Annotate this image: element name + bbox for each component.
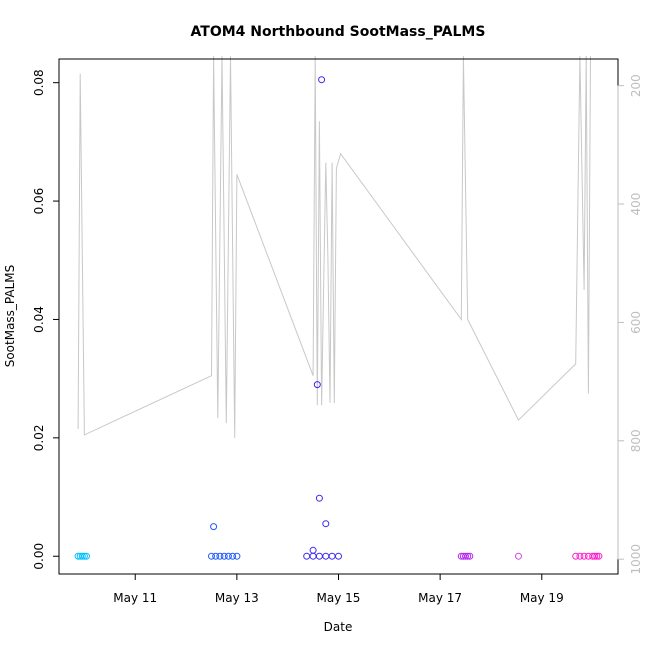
data-point <box>229 552 237 560</box>
altitude-line <box>77 55 591 438</box>
data-point <box>315 494 323 502</box>
data-point <box>224 552 232 560</box>
data-point <box>515 552 522 560</box>
data-point <box>309 552 317 560</box>
data-point <box>595 552 603 560</box>
altitude-line-layer <box>77 55 591 438</box>
x-tick-label: May 15 <box>317 591 361 605</box>
y-tick-label: 0.02 <box>32 424 46 451</box>
data-point <box>220 552 228 560</box>
data-point <box>593 552 601 560</box>
y-axis-right: 200 400 600 800 1000 <box>617 74 643 575</box>
x-tick-label: May 17 <box>418 591 462 605</box>
y2-tick-label: 200 <box>629 74 643 97</box>
y2-tick-label: 400 <box>629 193 643 216</box>
x-tick-label: May 11 <box>113 591 157 605</box>
data-point <box>466 552 474 560</box>
data-point <box>309 546 317 554</box>
x-axis-label: Date <box>324 620 353 634</box>
plot-frame <box>58 58 619 575</box>
data-point <box>80 552 88 560</box>
y2-tick-label: 600 <box>629 311 643 334</box>
data-point <box>576 552 584 560</box>
data-points-layer <box>74 76 603 560</box>
y-tick-label: 0.00 <box>32 543 46 570</box>
data-point <box>328 552 336 560</box>
y2-tick-label: 1000 <box>629 544 643 575</box>
chart-title: ATOM4 Northbound SootMass_PALMS <box>191 24 486 40</box>
data-point <box>303 552 311 560</box>
data-point <box>335 552 342 560</box>
data-point <box>464 552 472 560</box>
data-point <box>210 523 218 531</box>
y-axis-left: 0.00 0.02 0.04 0.06 0.08 <box>32 69 60 570</box>
data-point <box>322 520 330 528</box>
y-axis-label: SootMass_PALMS <box>3 265 17 368</box>
y-tick-label: 0.06 <box>32 188 46 215</box>
data-point <box>322 552 330 560</box>
data-point <box>83 552 90 560</box>
data-point <box>313 381 321 389</box>
y-tick-label: 0.08 <box>32 69 46 96</box>
data-point <box>572 552 580 560</box>
data-point <box>315 552 323 560</box>
y2-tick-label: 800 <box>629 429 643 452</box>
x-axis: May 11 May 13 May 15 May 17 May 19 <box>113 573 564 605</box>
data-point <box>233 552 241 560</box>
data-point <box>216 552 224 560</box>
data-point <box>462 552 469 560</box>
data-point <box>318 76 326 84</box>
x-tick-label: May 13 <box>215 591 259 605</box>
data-point <box>208 552 215 560</box>
data-point <box>78 552 86 560</box>
data-point <box>212 552 220 560</box>
data-point <box>591 552 599 560</box>
data-point <box>580 552 588 560</box>
y-tick-label: 0.04 <box>32 306 46 333</box>
x-tick-label: May 19 <box>520 591 564 605</box>
